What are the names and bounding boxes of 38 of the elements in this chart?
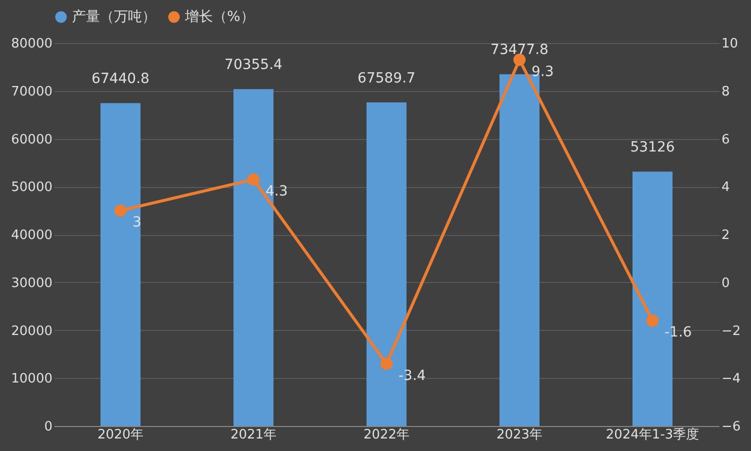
y-tick-label: 10000 [11,372,52,387]
y-tick-label: 50000 [11,180,52,196]
y2-tick-label: −6 [722,420,741,434]
legend-label: 增长（%） [184,9,254,25]
y-tick-label: 40000 [11,228,52,243]
bar [100,103,140,426]
data-label: 9.3 [532,64,554,80]
data-label: 70355.4 [224,57,283,74]
x-tick-label: 2024年1-3季度 [606,426,700,442]
y2-tick-label: −2 [722,324,741,339]
point [646,314,659,327]
y2-tick-label: −4 [722,372,741,387]
y2-tick-label: 6 [722,132,730,148]
y2-tick-label: 8 [722,84,730,100]
x-tick-label: 2022年 [363,428,410,442]
data-label: 73477.8 [490,42,548,58]
y-tick-label: 20000 [11,324,52,339]
y2-tick-label: 0 [722,276,730,291]
data-label: 3 [132,214,142,231]
y-tick-label: 30000 [11,276,52,291]
y-tick-label: 70000 [11,84,52,100]
data-label: 67440.8 [92,71,150,88]
x-tick-label: 2020年 [97,428,144,442]
y2-tick-label: 4 [722,180,730,196]
y-tick-label: 80000 [11,36,52,52]
point [380,358,393,370]
data-label: 67589.7 [358,70,416,86]
data-label: 53126 [630,140,675,156]
x-tick-label: 2023年 [496,428,543,442]
y2-tick-label: 10 [722,36,738,52]
point [513,54,526,66]
y2-tick-label: 2 [722,228,730,243]
point [247,173,260,186]
y-tick-label: 0 [44,420,52,434]
y-tick-label: 60000 [11,132,52,148]
legend-label: 产量（万吨） [72,9,156,25]
point [114,204,127,217]
x-tick-label: 2021年 [230,428,277,442]
